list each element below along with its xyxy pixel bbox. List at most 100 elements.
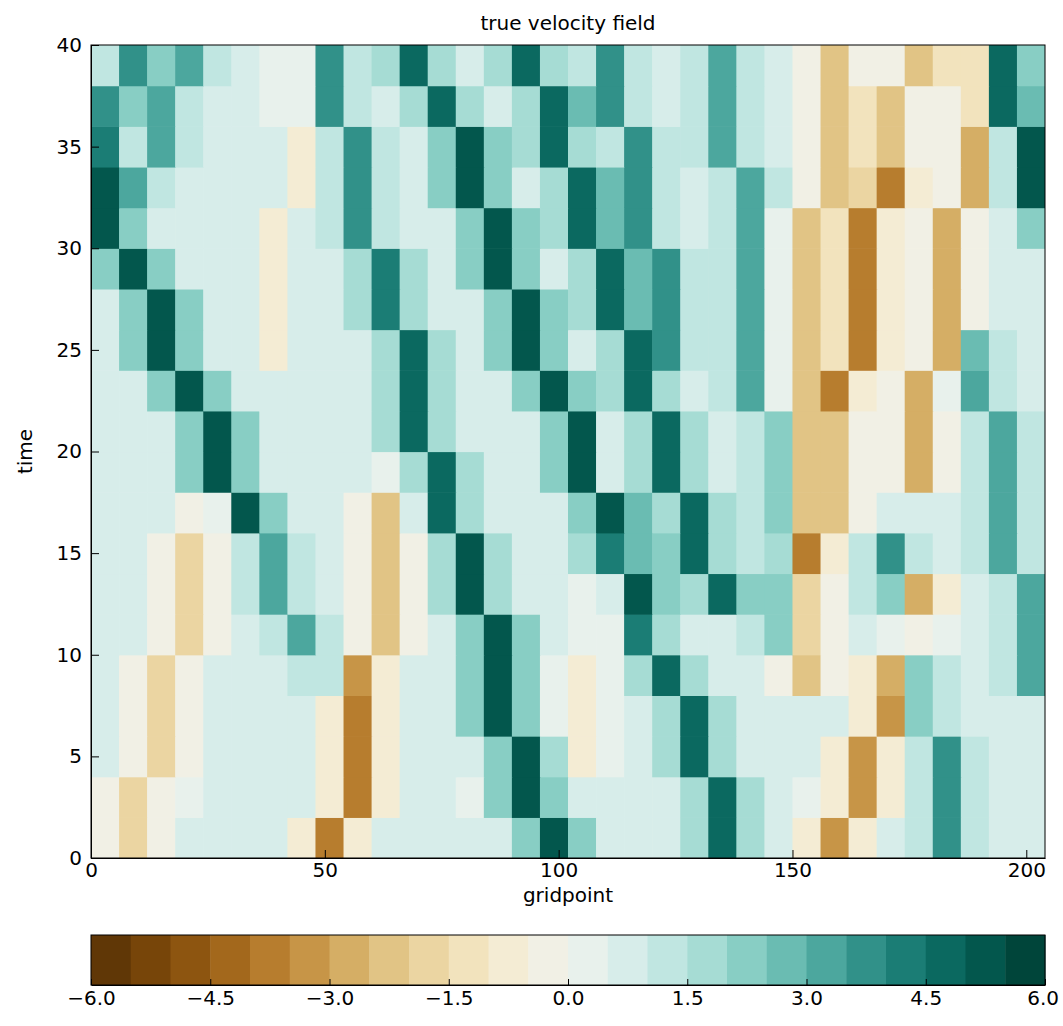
heatmap-cell [259,248,288,289]
tick-label: 0.0 [553,986,585,1010]
heatmap-cell [203,655,232,696]
heatmap-cell [821,777,850,818]
heatmap-cell [231,817,260,858]
heatmap-cell [203,695,232,736]
heatmap-cell [736,126,765,167]
heatmap-cell [596,248,625,289]
heatmap-cell [652,330,681,371]
heatmap-cell [849,167,878,208]
heatmap-cell [147,573,176,614]
heatmap-cell [877,289,906,330]
heatmap-cell [764,614,793,655]
heatmap-cell [259,126,288,167]
heatmap-cell [484,452,513,493]
heatmap-cell [596,736,625,777]
heatmap-cell [680,45,709,86]
heatmap-cell [456,411,485,452]
heatmap-cell [484,248,513,289]
heatmap-cell [652,614,681,655]
heatmap-cell [344,777,373,818]
tick-mark [210,979,211,985]
heatmap-cell [905,330,934,371]
heatmap-cell [175,45,204,86]
heatmap-cell [708,208,737,249]
heatmap-cell [961,817,990,858]
heatmap-cell [792,208,821,249]
heatmap-cell [484,126,513,167]
heatmap-cell [512,655,541,696]
heatmap-cell [175,655,204,696]
tick-label: −6.0 [67,986,116,1010]
heatmap-cell [792,695,821,736]
tick: 5 [69,744,99,768]
heatmap-cell [989,167,1018,208]
heatmap-cell [849,45,878,86]
heatmap-cell [456,695,485,736]
heatmap-cell [1017,86,1045,127]
heatmap-cell [203,736,232,777]
heatmap-cell [147,614,176,655]
heatmap-cell [596,533,625,574]
heatmap-cell [792,167,821,208]
heatmap-cell [764,208,793,249]
heatmap-cell [624,452,653,493]
heatmap-cell [203,452,232,493]
heatmap-cell [933,126,962,167]
heatmap-cell [905,126,934,167]
heatmap-cell [652,167,681,208]
heatmap-cell [933,817,962,858]
heatmap-cell [792,289,821,330]
heatmap-cell [372,492,401,533]
heatmap-cell [736,452,765,493]
heatmap-cell [736,370,765,411]
heatmap-cell [344,533,373,574]
heatmap-cell [596,452,625,493]
heatmap-cell [540,126,569,167]
heatmap-cell [989,695,1018,736]
heatmap-cell [736,330,765,371]
heatmap-cell [849,370,878,411]
heatmap-cell [287,289,316,330]
heatmap-cell [989,248,1018,289]
heatmap-cell [596,614,625,655]
heatmap-cell [652,777,681,818]
heatmap-cell [400,167,429,208]
heatmap-cell [372,370,401,411]
heatmap-cell [680,452,709,493]
heatmap-cell [147,370,176,411]
heatmap-cell [456,248,485,289]
heatmap-cell [231,695,260,736]
heatmap-cell [372,167,401,208]
heatmap-cell [933,736,962,777]
heatmap-cell [456,45,485,86]
heatmap-cell [568,208,597,249]
heatmap-cell [540,330,569,371]
heatmap-cell [315,248,344,289]
heatmap-cell [708,411,737,452]
heatmap-cell [400,370,429,411]
heatmap-cell [512,45,541,86]
heatmap-cell [877,248,906,289]
heatmap-cell [315,86,344,127]
heatmap-cell [624,492,653,533]
heatmap-cell [877,614,906,655]
heatmap-cell [568,411,597,452]
heatmap-cell [456,86,485,127]
colorbar-level [926,935,966,985]
heatmap-cell [315,533,344,574]
heatmap-cell [764,167,793,208]
heatmap-cell [736,614,765,655]
heatmap-cell [91,411,120,452]
heatmap-cell [484,208,513,249]
heatmap-cell [91,614,120,655]
heatmap-cell [792,533,821,574]
heatmap-cell [259,736,288,777]
heatmap-cell [680,330,709,371]
heatmap-cell [119,736,148,777]
heatmap-cell [596,289,625,330]
heatmap-cell [680,411,709,452]
heatmap-cell [989,614,1018,655]
tick: 150 [774,850,812,882]
heatmap-cell [372,45,401,86]
heatmap-cell [933,492,962,533]
